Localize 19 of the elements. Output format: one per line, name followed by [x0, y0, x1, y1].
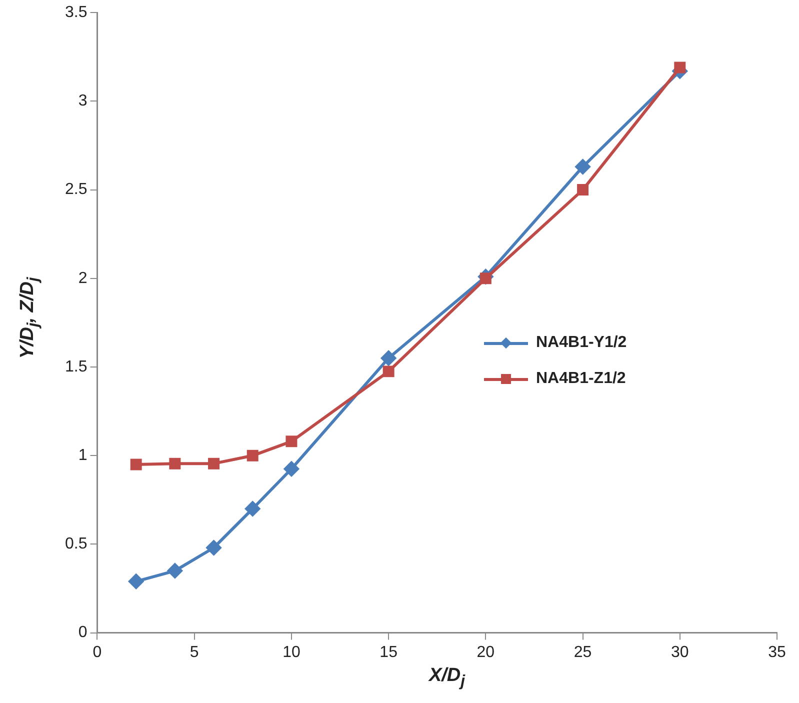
y-tick-label: 0: [78, 624, 88, 642]
x-tick-label: 35: [768, 644, 786, 661]
x-axis-title: X/D$_{j}$: [427, 665, 466, 691]
x-tick-label: 5: [190, 644, 199, 661]
y-tick-label: 1.5: [64, 358, 88, 376]
y-tick-label: 1: [78, 447, 88, 464]
y-tick-label: 3: [78, 92, 88, 110]
x-tick-label: 25: [574, 644, 592, 661]
x-tick-label: 10: [282, 644, 300, 661]
x-tick-label: 30: [670, 644, 689, 661]
y-tick-label: 3.5: [64, 4, 88, 22]
x-tick-label: 20: [476, 644, 495, 661]
x-tick-label: 15: [380, 644, 398, 661]
legend-label: NA4B1-Z1/2: [536, 370, 626, 388]
y-tick-label: 2.5: [64, 181, 88, 198]
legend-label: NA4B1-Y1/2: [536, 334, 627, 352]
y-tick-label: 0.5: [64, 536, 88, 553]
y-tick-label: 2: [78, 270, 88, 287]
x-tick-label: 0: [92, 644, 102, 661]
